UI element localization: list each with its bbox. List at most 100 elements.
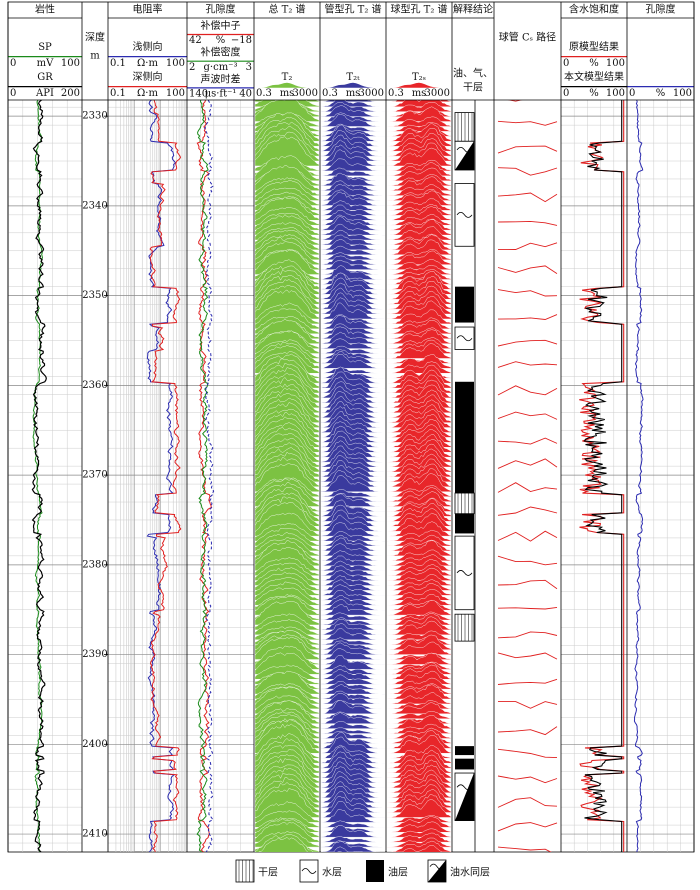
track-title: 球型孔 T₂ 谱 bbox=[390, 3, 447, 16]
depth-tick-label: 2340 bbox=[82, 200, 107, 211]
spectrum bbox=[386, 692, 452, 705]
curve-legend-spectrum bbox=[258, 82, 316, 88]
interpretation-block bbox=[455, 746, 474, 756]
scale-min: 0 bbox=[10, 58, 16, 69]
scale-min: 0 bbox=[629, 88, 635, 99]
log-curve bbox=[196, 100, 209, 852]
oil-part bbox=[455, 773, 474, 821]
legend-label: 油水同层 bbox=[450, 866, 490, 879]
track-title: 含水饱和度 bbox=[569, 3, 619, 16]
cs-path bbox=[497, 192, 558, 203]
spectrum bbox=[320, 721, 386, 729]
cs-path bbox=[497, 120, 558, 126]
oil-part bbox=[428, 860, 446, 882]
water-wave bbox=[456, 335, 473, 342]
curve-name: 补偿密度 bbox=[201, 46, 241, 59]
curve-name: 原模型结果 bbox=[569, 40, 619, 53]
scale-unit: g·cm⁻³ bbox=[204, 62, 238, 73]
water-wave bbox=[456, 211, 473, 218]
scale-max: 100 bbox=[166, 58, 185, 69]
depth-tick-label: 2400 bbox=[82, 739, 107, 750]
cs-path bbox=[497, 678, 558, 685]
water-wave bbox=[301, 868, 317, 874]
curve-name: SP bbox=[38, 42, 52, 53]
scale-unit: % bbox=[589, 88, 599, 99]
scale-max: 40 bbox=[239, 89, 252, 100]
scale-max: 100 bbox=[606, 58, 625, 69]
spectrum bbox=[320, 604, 386, 616]
scale-min: 140 bbox=[189, 89, 208, 100]
spectrum bbox=[320, 836, 386, 843]
scale-unit: % bbox=[589, 58, 599, 69]
scale-min: 0 bbox=[563, 88, 569, 99]
cs-path bbox=[497, 167, 558, 176]
curve-legend-spectrum bbox=[324, 82, 382, 88]
cs-path bbox=[497, 797, 558, 808]
spectrum bbox=[320, 820, 386, 828]
scale-unit: ms bbox=[280, 88, 295, 99]
track-unit: m bbox=[90, 51, 100, 62]
cs-path bbox=[497, 314, 558, 320]
cs-path bbox=[497, 145, 558, 154]
scale-min: 2 bbox=[189, 62, 195, 73]
depth-tick-label: 2410 bbox=[82, 829, 107, 840]
scale-min: 42 bbox=[189, 35, 202, 46]
track-title: 岩性 bbox=[35, 3, 55, 16]
cs-path bbox=[497, 726, 558, 736]
legend-label: 油层 bbox=[388, 866, 408, 879]
track-label: 干层 bbox=[463, 82, 483, 94]
spectrum bbox=[320, 809, 386, 823]
saturation-curve bbox=[579, 100, 625, 852]
cs-path bbox=[497, 339, 558, 347]
curve-name: 声波时差 bbox=[201, 72, 241, 85]
scale-max: 3000 bbox=[425, 88, 450, 99]
spectrum bbox=[386, 620, 452, 636]
track-title: 球管 Cₛ 路径 bbox=[499, 31, 556, 44]
scale-min: 0 bbox=[563, 58, 569, 69]
log-curve bbox=[149, 100, 182, 852]
interpretation-block bbox=[455, 286, 474, 323]
log-curve bbox=[32, 100, 44, 852]
cs-path bbox=[497, 631, 558, 639]
depth-tick-label: 2380 bbox=[82, 559, 107, 570]
spectrum bbox=[320, 475, 386, 492]
curve-name: T₂ bbox=[282, 72, 293, 83]
cs-path bbox=[497, 530, 558, 542]
interpretation-block bbox=[455, 758, 474, 770]
cs-path bbox=[497, 555, 558, 566]
scale-max: 3000 bbox=[293, 88, 318, 99]
scale-max: 100 bbox=[673, 88, 692, 99]
scale-min: 0.1 bbox=[110, 88, 126, 99]
track-label: 油、气、 bbox=[453, 67, 493, 80]
cs-path bbox=[497, 846, 552, 852]
scale-max: 3000 bbox=[359, 88, 384, 99]
legend-label: 水层 bbox=[322, 867, 342, 879]
scale-unit: Ω·m bbox=[137, 58, 158, 69]
scale-min: 0.3 bbox=[322, 88, 338, 99]
interpretation-block bbox=[455, 381, 474, 494]
scale-min: 0.3 bbox=[388, 88, 404, 99]
spectrum bbox=[320, 302, 386, 320]
track-title: 总 T₂ 谱 bbox=[268, 3, 305, 16]
oil-part bbox=[455, 141, 474, 170]
saturation-curve bbox=[583, 100, 623, 852]
spectrum bbox=[254, 136, 320, 167]
curve-name: 深侧向 bbox=[133, 70, 163, 83]
legend-icon bbox=[235, 859, 255, 883]
spectrum bbox=[320, 191, 386, 206]
interpretation-block bbox=[454, 613, 475, 642]
scale-min: 0.3 bbox=[256, 88, 272, 99]
spectrum bbox=[320, 628, 386, 640]
spectrum bbox=[386, 343, 452, 359]
track-title: 管型孔 T₂ 谱 bbox=[324, 3, 381, 16]
spectrum bbox=[386, 652, 452, 665]
cs-path bbox=[497, 748, 558, 759]
scale-unit: ms bbox=[346, 88, 361, 99]
spectrum bbox=[386, 799, 452, 818]
track-title: 深度 bbox=[85, 31, 105, 44]
cs-path bbox=[497, 579, 558, 590]
spectrum bbox=[320, 612, 386, 621]
scale-unit: ms bbox=[412, 88, 427, 99]
scale-max: 200 bbox=[61, 88, 80, 99]
